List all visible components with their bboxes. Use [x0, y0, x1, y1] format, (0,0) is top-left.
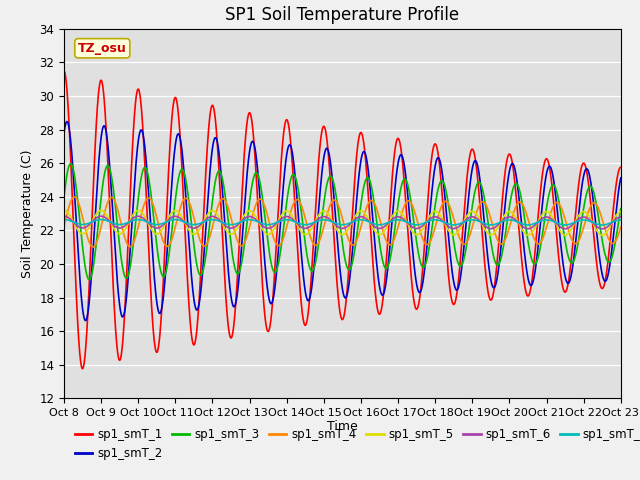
sp1_smT_2	[584, 167, 591, 172]
sp1_smT_6	[60, 213, 68, 219]
sp1_smT_7	[60, 216, 68, 222]
sp1_smT_5	[568, 226, 575, 232]
sp1_smT_3	[60, 194, 68, 200]
sp1_smT_7	[358, 217, 366, 223]
sp1_smT_6	[568, 223, 575, 228]
sp1_smT_4	[89, 244, 97, 250]
sp1_smT_1	[584, 172, 591, 178]
sp1_smT_3	[67, 161, 74, 167]
sp1_smT_2	[63, 119, 70, 124]
sp1_smT_2	[359, 150, 367, 156]
Y-axis label: Soil Temperature (C): Soil Temperature (C)	[20, 149, 34, 278]
sp1_smT_5	[504, 209, 512, 215]
sp1_smT_7	[617, 217, 625, 223]
Line: sp1_smT_4: sp1_smT_4	[64, 197, 621, 247]
sp1_smT_7	[371, 221, 378, 227]
Title: SP1 Soil Temperature Profile: SP1 Soil Temperature Profile	[225, 6, 460, 24]
sp1_smT_3	[568, 260, 576, 266]
sp1_smT_5	[60, 207, 68, 213]
sp1_smT_2	[568, 268, 576, 274]
Text: TZ_osu: TZ_osu	[78, 42, 127, 55]
sp1_smT_2	[505, 173, 513, 179]
Line: sp1_smT_3: sp1_smT_3	[64, 164, 621, 280]
sp1_smT_4	[371, 202, 379, 207]
Legend: sp1_smT_1, sp1_smT_2, sp1_smT_3, sp1_smT_4, sp1_smT_5, sp1_smT_6, sp1_smT_7: sp1_smT_1, sp1_smT_2, sp1_smT_3, sp1_smT…	[70, 423, 640, 465]
sp1_smT_6	[504, 214, 512, 220]
sp1_smT_4	[60, 224, 68, 229]
sp1_smT_5	[617, 209, 625, 215]
sp1_smT_3	[617, 206, 625, 212]
sp1_smT_3	[584, 188, 591, 193]
sp1_smT_3	[216, 168, 223, 174]
sp1_smT_1	[60, 68, 68, 74]
sp1_smT_1	[617, 164, 625, 170]
sp1_smT_5	[216, 215, 223, 220]
sp1_smT_4	[505, 227, 513, 233]
sp1_smT_4	[216, 199, 223, 205]
sp1_smT_3	[371, 206, 379, 212]
sp1_smT_7	[568, 221, 575, 227]
sp1_smT_7	[583, 217, 591, 223]
sp1_smT_7	[504, 217, 512, 223]
sp1_smT_4	[584, 211, 591, 217]
Line: sp1_smT_1: sp1_smT_1	[64, 71, 621, 369]
sp1_smT_5	[583, 211, 591, 216]
sp1_smT_1	[216, 177, 223, 183]
X-axis label: Time: Time	[327, 420, 358, 432]
sp1_smT_6	[371, 224, 378, 229]
sp1_smT_5	[358, 208, 366, 214]
sp1_smT_4	[617, 224, 625, 230]
Line: sp1_smT_5: sp1_smT_5	[64, 210, 621, 235]
sp1_smT_6	[617, 214, 625, 220]
sp1_smT_7	[216, 218, 223, 224]
sp1_smT_7	[598, 222, 606, 228]
sp1_smT_2	[617, 175, 625, 181]
Line: sp1_smT_7: sp1_smT_7	[64, 219, 621, 225]
sp1_smT_2	[216, 157, 223, 163]
sp1_smT_1	[504, 152, 512, 158]
sp1_smT_4	[359, 216, 367, 222]
sp1_smT_6	[216, 217, 223, 223]
sp1_smT_6	[583, 215, 591, 221]
Line: sp1_smT_6: sp1_smT_6	[64, 216, 621, 229]
sp1_smT_2	[81, 318, 89, 324]
sp1_smT_4	[568, 237, 576, 243]
sp1_smT_2	[371, 243, 379, 249]
sp1_smT_5	[598, 232, 606, 238]
sp1_smT_3	[85, 277, 93, 283]
sp1_smT_5	[371, 228, 378, 233]
sp1_smT_3	[505, 209, 513, 215]
sp1_smT_1	[371, 284, 379, 290]
sp1_smT_4	[70, 194, 78, 200]
sp1_smT_1	[79, 366, 86, 372]
sp1_smT_6	[358, 214, 366, 220]
Line: sp1_smT_2: sp1_smT_2	[64, 121, 621, 321]
sp1_smT_1	[568, 252, 575, 257]
sp1_smT_2	[60, 131, 68, 136]
sp1_smT_1	[359, 133, 367, 139]
sp1_smT_6	[598, 226, 606, 232]
sp1_smT_3	[359, 189, 367, 194]
